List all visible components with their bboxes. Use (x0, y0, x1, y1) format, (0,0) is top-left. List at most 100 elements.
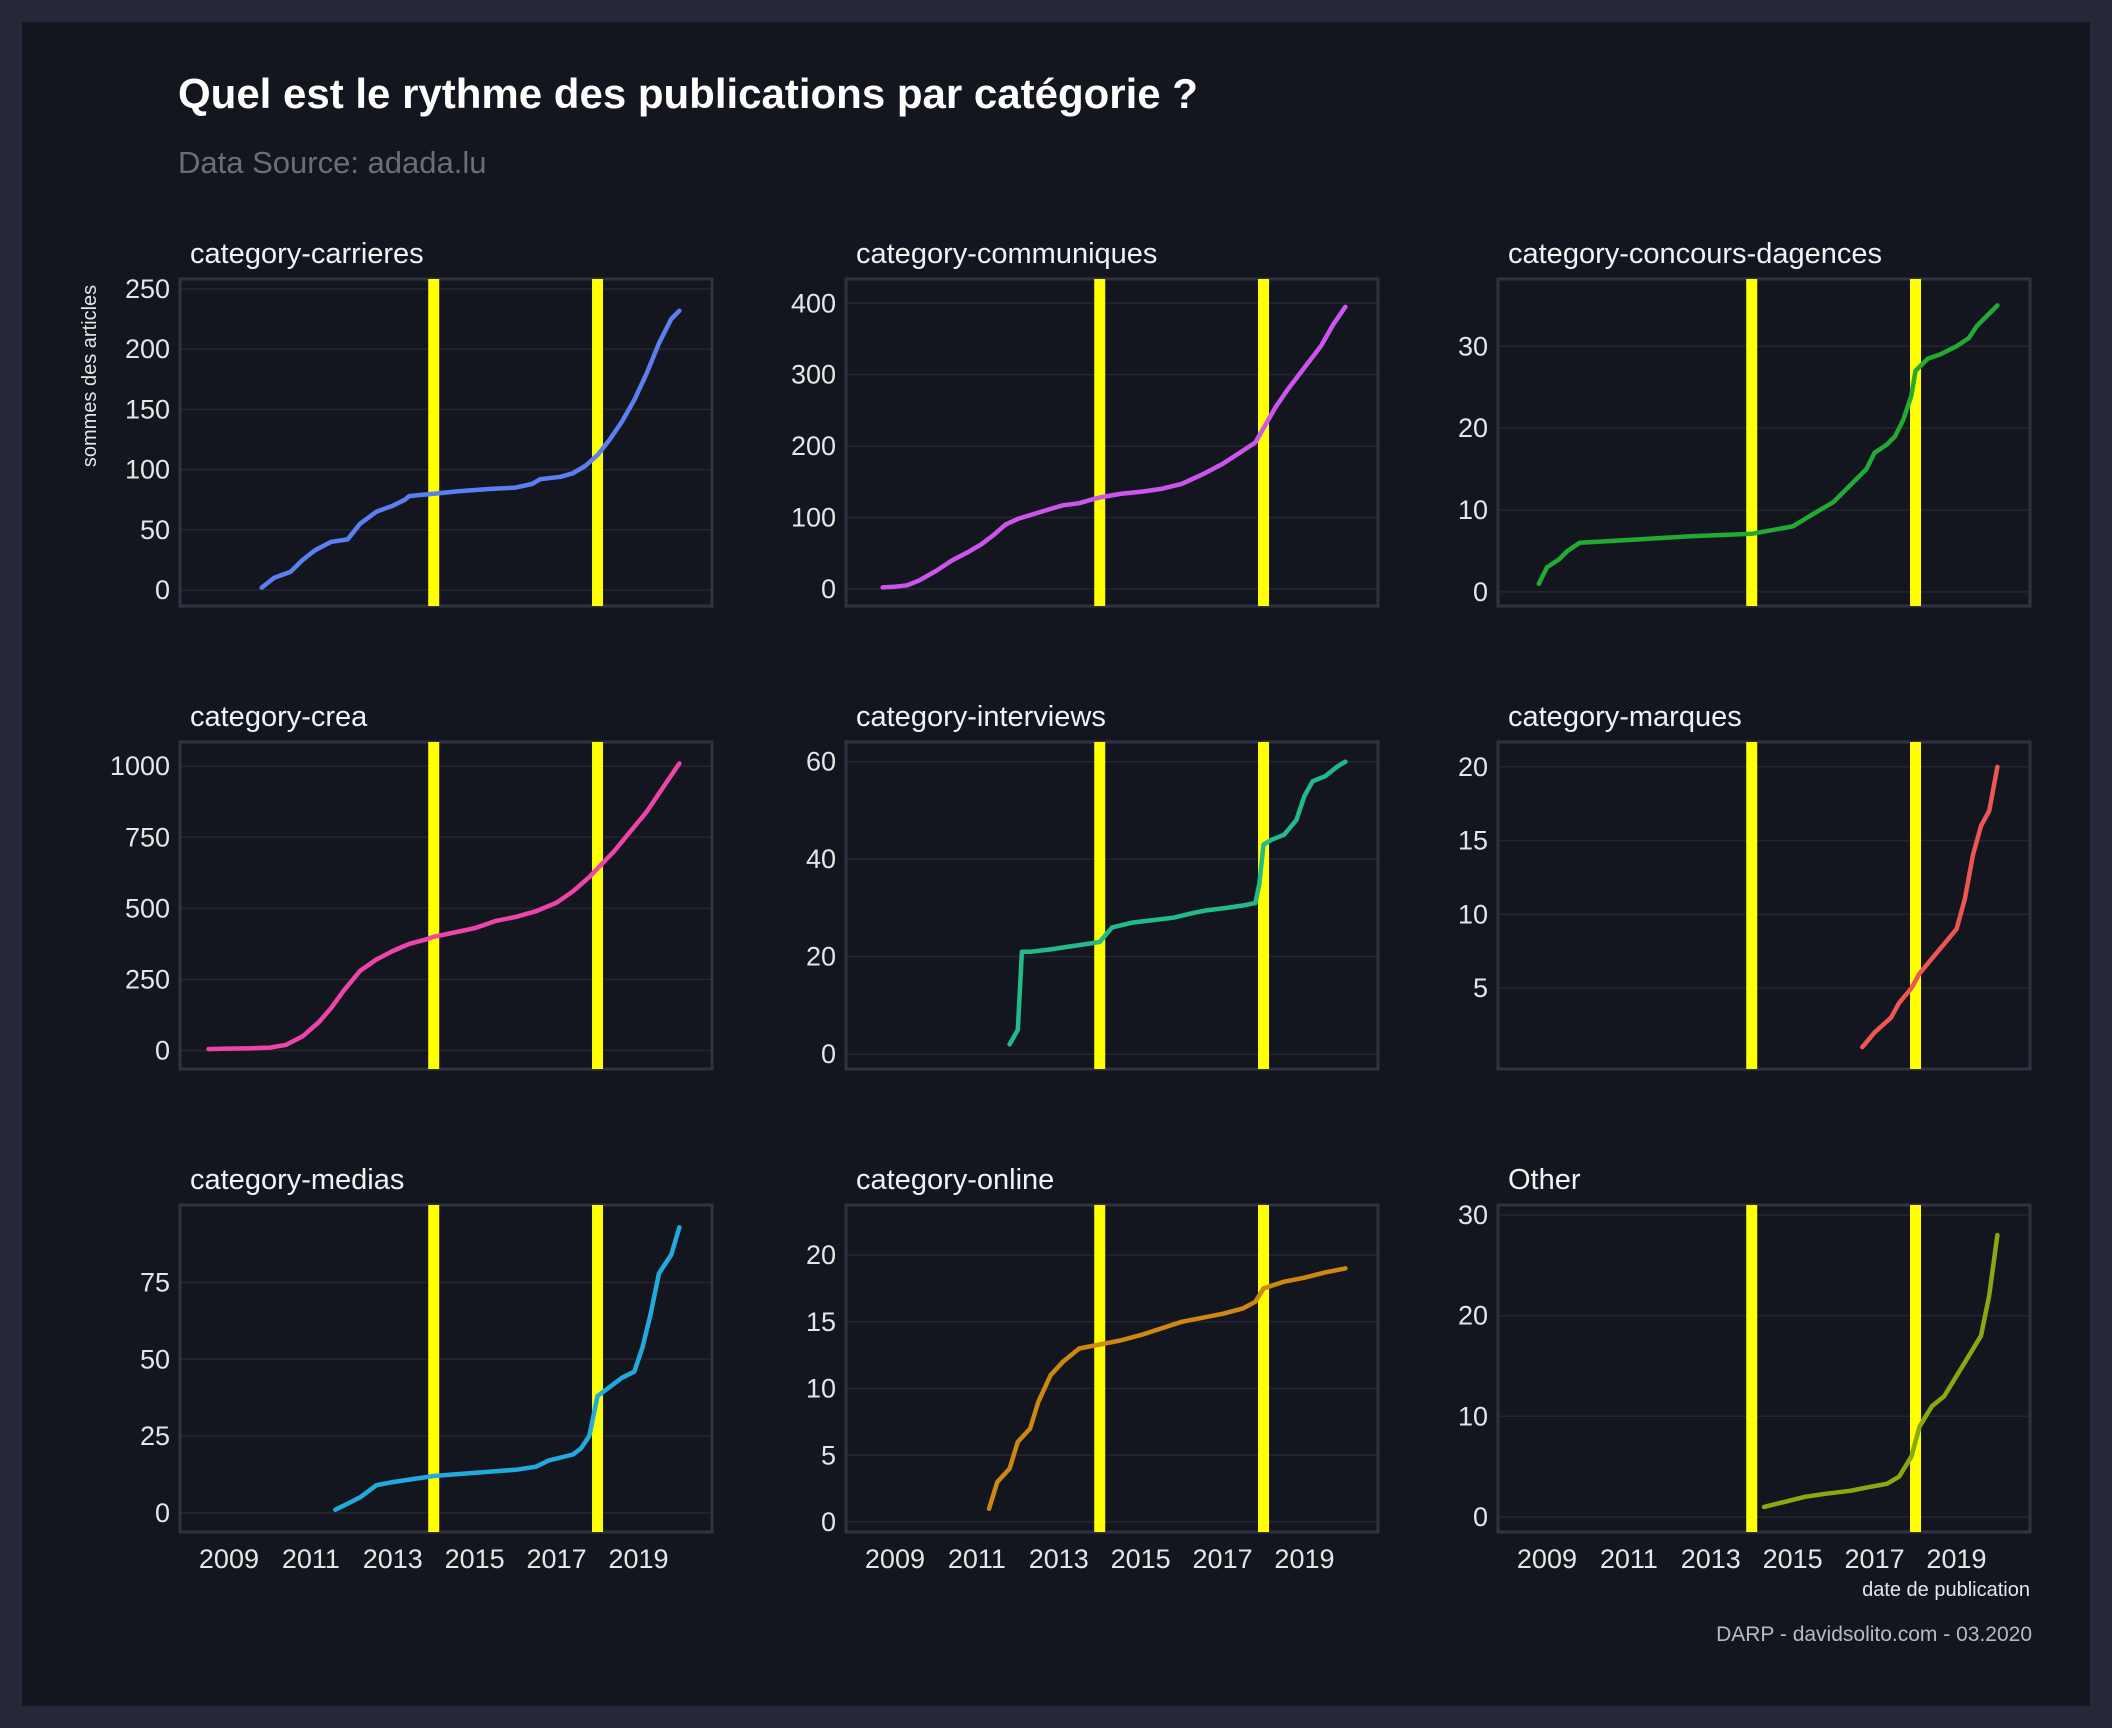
x-tick-label: 2015 (445, 1544, 505, 1574)
panel-frame (1496, 740, 2032, 1071)
y-tick-label: 10 (806, 1374, 836, 1404)
series-line (333, 1225, 682, 1512)
x-axis-title: date de publication (1862, 1579, 2030, 1601)
facet-title: category-medias (190, 1164, 404, 1196)
x-tick-label: 2017 (527, 1544, 587, 1574)
facet-title: category-interviews (856, 701, 1106, 733)
chart-title: Quel est le rythme des publications par … (178, 70, 1198, 117)
y-tick-label: 200 (125, 334, 170, 364)
y-tick-label: 400 (791, 288, 836, 318)
y-tick-label: 0 (821, 1039, 836, 1069)
facet-title: category-online (856, 1164, 1054, 1196)
y-tick-label: 500 (125, 893, 170, 923)
facet-title: category-communiques (856, 238, 1157, 270)
x-tick-label: 2009 (1517, 1544, 1577, 1574)
y-tick-label: 200 (791, 431, 836, 461)
y-tick-label: 20 (806, 942, 836, 972)
panel-frame (178, 740, 714, 1071)
y-tick-label: 250 (125, 274, 170, 304)
x-tick-label: 2013 (363, 1544, 423, 1574)
x-tick-label: 2011 (1600, 1544, 1658, 1574)
series-line (1761, 1232, 2000, 1510)
y-tick-label: 0 (155, 1035, 170, 1065)
y-tick-label: 100 (125, 455, 170, 485)
panel-frame (844, 1203, 1380, 1534)
facet-title: category-concours-dagences (1508, 238, 1882, 270)
x-tick-label: 2017 (1845, 1544, 1905, 1574)
y-tick-label: 25 (140, 1421, 170, 1451)
chart-caption: DARP - davidsolito.com - 03.2020 (1716, 1623, 2032, 1646)
x-tick-label: 2019 (1926, 1544, 1986, 1574)
y-tick-label: 5 (1473, 973, 1488, 1003)
y-tick-label: 50 (140, 1344, 170, 1374)
y-tick-label: 10 (1458, 495, 1488, 525)
x-tick-label: 2019 (608, 1544, 668, 1574)
y-tick-label: 150 (125, 394, 170, 424)
y-tick-label: 60 (806, 747, 836, 777)
facet-category-carrieres: category-carrieres 0 50 100 150 200 250 (125, 238, 714, 608)
y-tick-label: 750 (125, 822, 170, 852)
y-tick-label: 0 (1473, 577, 1488, 607)
y-tick-label: 0 (155, 575, 170, 605)
facet-other: Other 0 10 20 30 2009 2011 2013 2015 2017 2019 (1458, 1164, 2032, 1574)
panel-frame (178, 1203, 714, 1534)
facet-title: category-crea (190, 701, 368, 733)
facet-title: Other (1508, 1164, 1581, 1196)
facet-category-crea: category-crea 0 250 500 750 1000 (110, 701, 714, 1071)
series-line (1536, 303, 2000, 586)
x-tick-label: 2011 (282, 1544, 340, 1574)
y-tick-label: 40 (806, 844, 836, 874)
facet-title: category-marques (1508, 701, 1742, 733)
facet-title: category-carrieres (190, 238, 424, 270)
x-tick-label: 2009 (865, 1544, 925, 1574)
chart-subtitle: Data Source: adada.lu (178, 145, 487, 180)
series-line (259, 308, 682, 590)
y-tick-label: 30 (1458, 331, 1488, 361)
y-tick-label: 0 (1473, 1502, 1488, 1532)
series-line (206, 761, 682, 1052)
facet-category-marques: category-marques 5 10 15 20 (1458, 701, 2032, 1071)
y-tick-label: 0 (155, 1498, 170, 1528)
series-line (1007, 759, 1348, 1047)
y-tick-label: 15 (1458, 826, 1488, 856)
facet-category-online: category-online 0 5 10 15 20 2009 2011 2013 2015 2… (806, 1164, 1380, 1574)
panel-frame (1496, 1203, 2032, 1534)
x-tick-label: 2019 (1274, 1544, 1334, 1574)
x-tick-label: 2017 (1193, 1544, 1253, 1574)
y-tick-label: 0 (821, 574, 836, 604)
y-tick-label: 10 (1458, 1401, 1488, 1431)
y-tick-label: 10 (1458, 899, 1488, 929)
x-tick-label: 2013 (1681, 1544, 1741, 1574)
y-tick-label: 0 (821, 1507, 836, 1537)
facet-category-medias: category-medias 0 25 50 75 2009 2011 2013 2015 20… (140, 1164, 714, 1574)
y-tick-label: 15 (806, 1307, 836, 1337)
facet-category-communiques: category-communiques 0 100 200 300 400 (791, 238, 1380, 608)
panel-frame (178, 277, 714, 608)
series-line (880, 304, 1348, 590)
x-tick-label: 2015 (1111, 1544, 1171, 1574)
y-tick-label: 30 (1458, 1200, 1488, 1230)
y-tick-label: 100 (791, 502, 836, 532)
y-tick-label: 20 (1458, 752, 1488, 782)
y-tick-label: 50 (140, 515, 170, 545)
panel-frame (844, 740, 1380, 1071)
panel-frame (844, 277, 1380, 608)
facet-category-concours-dagences: category-concours-dagences 0 10 20 30 (1458, 238, 2032, 608)
y-tick-label: 20 (1458, 413, 1488, 443)
y-tick-label: 1000 (110, 751, 170, 781)
y-tick-label: 20 (806, 1240, 836, 1270)
y-tick-label: 250 (125, 964, 170, 994)
series-line (986, 1266, 1348, 1511)
y-tick-label: 300 (791, 360, 836, 390)
x-tick-label: 2011 (948, 1544, 1006, 1574)
x-tick-label: 2013 (1029, 1544, 1089, 1574)
x-tick-label: 2015 (1763, 1544, 1823, 1574)
y-tick-label: 75 (140, 1268, 170, 1298)
facet-category-interviews: category-interviews 0 20 40 60 (806, 701, 1380, 1071)
y-axis-title: sommes des articles (79, 285, 101, 467)
panel-frame (1496, 277, 2032, 608)
y-tick-label: 20 (1458, 1301, 1488, 1331)
y-tick-label: 5 (821, 1440, 836, 1470)
series-line (1860, 764, 2000, 1050)
